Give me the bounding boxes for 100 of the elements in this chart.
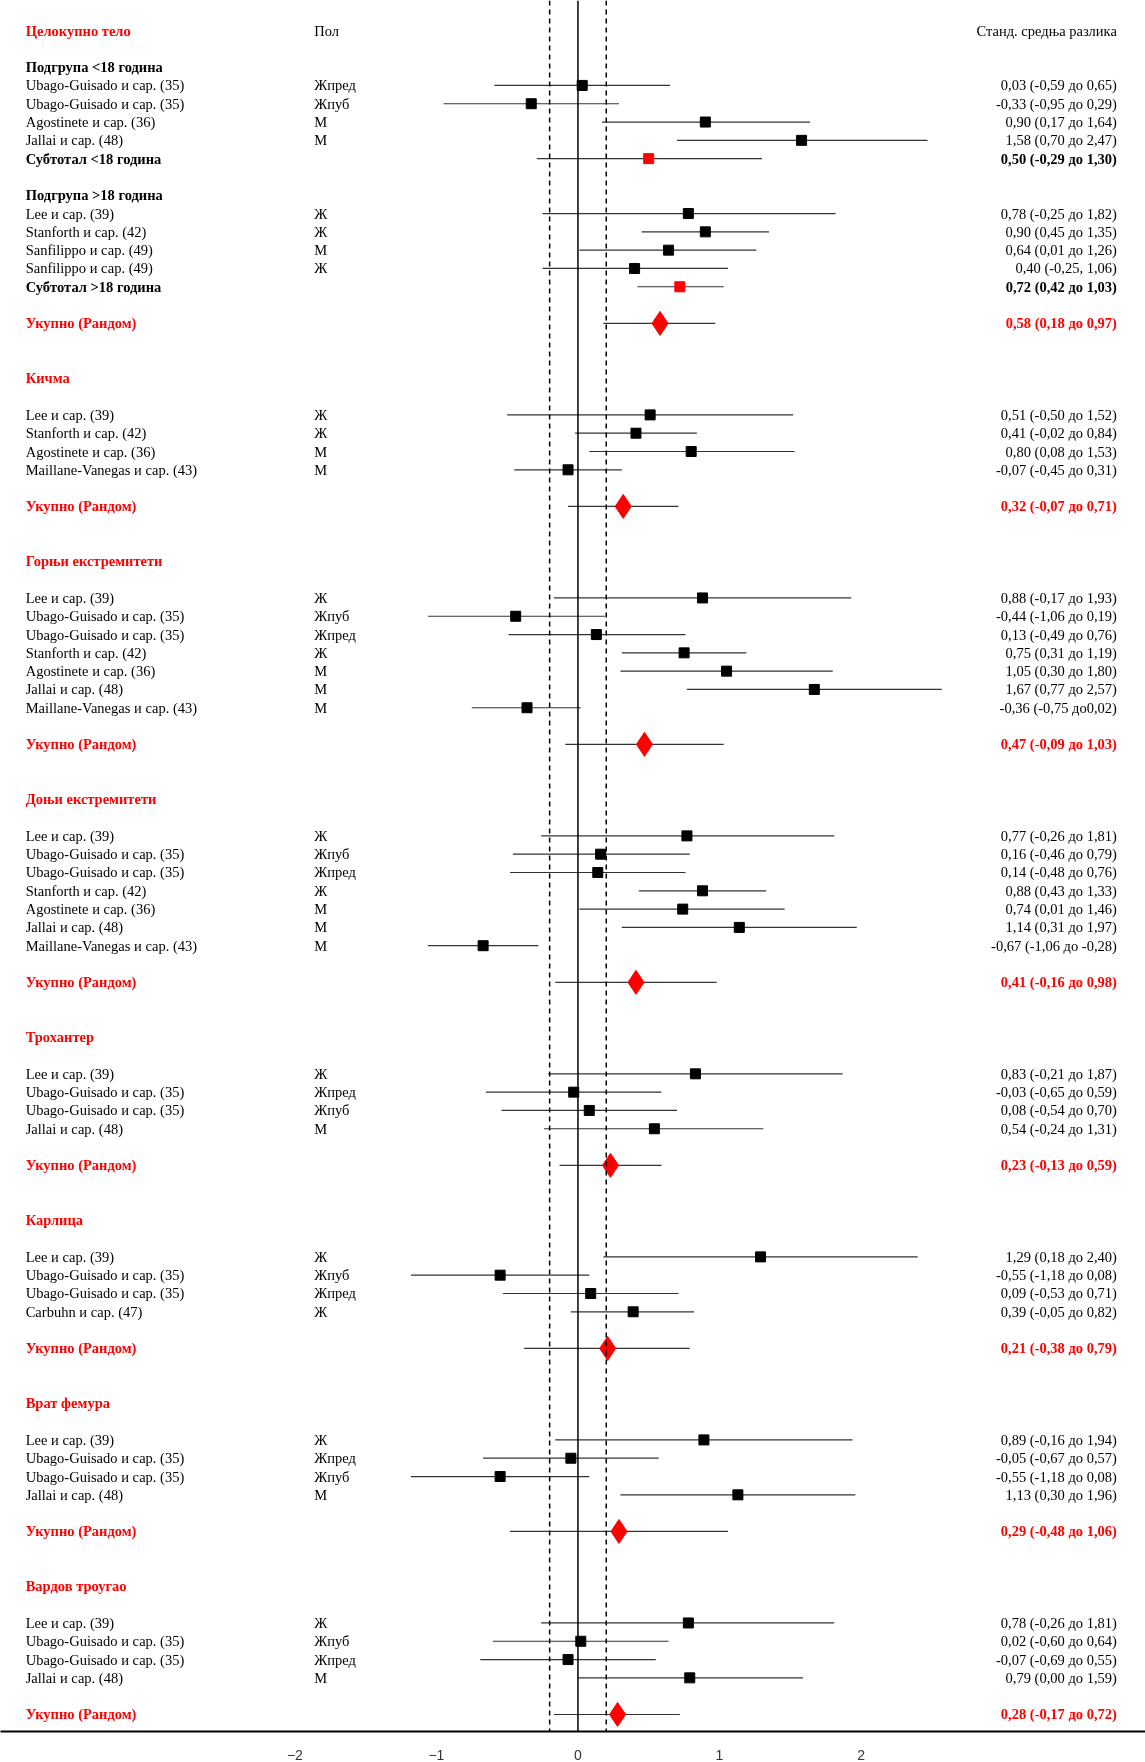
y2-tick-label: Ж [314, 260, 328, 277]
y-tick-label: Lee и сар. (39) [25, 205, 115, 223]
annotation: 0,83 (-0,21 до 1,87) [1000, 1065, 1118, 1083]
x-tick-label: 1 [715, 1746, 724, 1762]
y-tick-label: Врат фемура [25, 1395, 111, 1412]
y2-tick-label: Ж [314, 1303, 328, 1320]
y-tick-label: Ubago-Guisado и сар. (35) [25, 1285, 185, 1303]
point [677, 903, 689, 915]
point [697, 592, 708, 604]
point [477, 940, 489, 952]
annotation: 1,67 (0,77 до 2,57) [1005, 681, 1118, 699]
annotation: 0,90 (0,45 до 1,35) [1005, 223, 1118, 241]
point [808, 683, 820, 695]
y-tick-label: Sanfilippo и сар. (49) [25, 242, 153, 260]
annotation: 0,78 (-0,25 до 1,82) [1000, 205, 1118, 223]
y-tick-label: Agostinete и сар. (36) [25, 443, 156, 461]
y-tick-label: Lee и сар. (39) [25, 1614, 115, 1632]
y-tick-label: Подгрупа >18 година [25, 187, 164, 204]
y-tick-label: Agostinete и сар. (36) [25, 114, 156, 132]
y2-tick-label: Ж [314, 882, 328, 899]
y-tick-label: Трохантер [25, 1029, 95, 1046]
y-tick-label: Lee и сар. (39) [25, 1065, 115, 1083]
y-tick-label: Горњи екстремитети [25, 553, 163, 570]
annotation: 0,28 (-0,17 до 0,72) [1000, 1706, 1118, 1724]
annotation: 0,79 (0,00 до 1,59) [1005, 1669, 1118, 1687]
annotation: 0,75 (0,31 до 1,19) [1005, 644, 1118, 662]
annotation: 0,29 (-0,48 до 1,06) [1000, 1523, 1118, 1541]
y-tick-label: Ubago-Guisado и сар. (35) [25, 95, 185, 113]
annotation: 0,08 (-0,54 до 0,70) [1000, 1102, 1118, 1120]
point [583, 1104, 595, 1116]
annotation: 0,41 (-0,02 до 0,84) [1000, 425, 1118, 443]
y-tick-label: Lee и сар. (39) [25, 827, 115, 845]
y2-tick-label: Жпред [314, 864, 357, 881]
y-tick-label: Ubago-Guisado и сар. (35) [25, 1267, 185, 1285]
y-tick-label: Укупно (Рандом) [25, 1340, 137, 1358]
y2-tick-label: Жпуб [314, 608, 350, 625]
point [699, 116, 711, 128]
y2-tick-label: Жпуб [314, 1102, 350, 1119]
y-tick-label: Stanforth и сар. (42) [25, 223, 147, 241]
point [585, 1287, 597, 1299]
annotation: 0,54 (-0,24 до 1,31) [1000, 1120, 1118, 1138]
y2-tick-label: М [314, 1486, 328, 1503]
point [682, 1617, 694, 1629]
y2-tick-label: Ж [314, 1248, 328, 1265]
y-tick-label: Jallai и сар. (48) [25, 1486, 124, 1504]
annotation: -0,33 (-0,95 до 0,29) [995, 95, 1118, 113]
y2-tick-label: М [314, 901, 328, 918]
point [630, 427, 642, 439]
point [678, 647, 690, 659]
y-tick-label: Lee и сар. (39) [25, 589, 115, 607]
y-tick-label: Укупно (Рандом) [25, 1523, 137, 1541]
y2-tick-label: М [314, 1669, 328, 1686]
point [629, 262, 641, 274]
point [648, 1123, 660, 1135]
point [733, 921, 745, 933]
point [684, 1672, 696, 1684]
point [590, 629, 602, 641]
annotation: -0,67 (-1,06 до -0,28) [991, 937, 1118, 955]
annotation: 0,88 (0,43 до 1,33) [1005, 882, 1118, 900]
y-tick-label: Jallai и сар. (48) [25, 681, 124, 699]
y-tick-label: Stanforth и сар. (42) [25, 882, 147, 900]
annotation: 0,88 (-0,17 до 1,93) [1000, 589, 1118, 607]
annotation: -0,05 (-0,67 до 0,57) [995, 1450, 1118, 1468]
y2-tick-label: М [314, 443, 328, 460]
annotation: 1,14 (0,31 до 1,97) [1005, 919, 1118, 937]
y2-tick-label: М [314, 699, 328, 716]
y2-tick-label: Ж [314, 205, 328, 222]
annotation: -0,07 (-0,45 до 0,31) [995, 461, 1118, 479]
y-tick-label: Вардов троугао [25, 1578, 127, 1595]
annotation: 1,29 (0,18 до 2,40) [1005, 1248, 1118, 1266]
x-tick-label: 2 [857, 1746, 866, 1762]
y-tick-label: Ubago-Guisado и сар. (35) [25, 1102, 185, 1120]
point [494, 1269, 506, 1281]
y-tick-label: Agostinete и сар. (36) [25, 901, 156, 919]
annotation: 0,39 (-0,05 до 0,82) [1000, 1303, 1118, 1321]
y2-tick-label: М [314, 1120, 328, 1137]
y-tick-label: Stanforth и сар. (42) [25, 425, 147, 443]
point [510, 610, 522, 622]
y-tick-label: Ubago-Guisado и сар. (35) [25, 1468, 185, 1486]
y-tick-label: Подгрупа <18 година [25, 59, 164, 76]
x-tick-label: 0 [574, 1746, 583, 1762]
annotation: 1,13 (0,30 до 1,96) [1005, 1486, 1118, 1504]
annotation: 0,21 (-0,38 до 0,79) [1000, 1340, 1118, 1358]
point [592, 867, 604, 878]
annotation: 0,32 (-0,07 до 0,71) [1000, 498, 1118, 516]
point [689, 1068, 701, 1080]
y2-tick-label: Ж [314, 827, 328, 844]
point [562, 464, 574, 476]
annotation: 0,13 (-0,49 до 0,76) [1000, 626, 1118, 644]
y2-tick-label: М [314, 681, 328, 698]
y-tick-label: Jallai и сар. (48) [25, 919, 124, 937]
point [698, 1434, 710, 1446]
point [755, 1251, 767, 1263]
point [565, 1452, 577, 1464]
y-tick-label: Ubago-Guisado и сар. (35) [25, 626, 185, 644]
y2-tick-label: Ж [314, 425, 328, 442]
annotation: -0,55 (-1,18 до 0,08) [995, 1468, 1118, 1486]
y-tick-label: Целокупно тело [25, 22, 131, 39]
y-tick-label: Укупно (Рандом) [25, 1157, 137, 1175]
point [685, 446, 697, 458]
